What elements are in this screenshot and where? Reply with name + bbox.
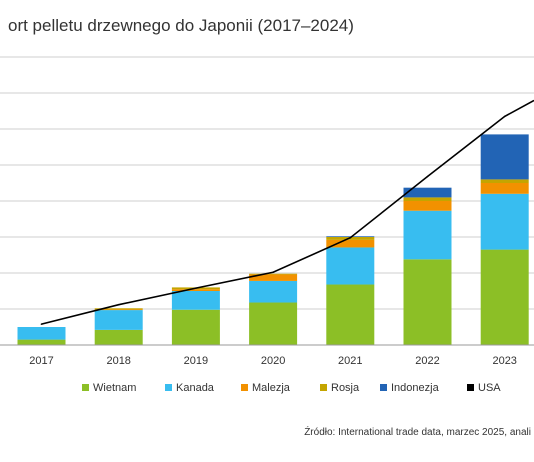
legend-item-malezja: Malezja [241, 382, 291, 394]
bar-rosja-2023 [480, 179, 529, 183]
bar-malezja-2022 [403, 201, 452, 211]
legend-swatch-indonezja [380, 384, 387, 391]
x-tick-label-2023: 2023 [492, 355, 516, 367]
gridlines [0, 56, 534, 346]
x-tick-label-2018: 2018 [106, 355, 130, 367]
bar-kanada-2021 [326, 247, 375, 285]
usa-line-layer [40, 99, 534, 325]
usa-point-2020 [272, 271, 274, 274]
bar-wietnam-2019 [171, 309, 220, 345]
usa-point-2017 [40, 323, 43, 325]
legend-label-malezja: Malezja [252, 382, 291, 394]
legend-label-kanada: Kanada [176, 382, 215, 394]
bar-wietnam-2020 [249, 302, 298, 345]
legend-label-indonezja: Indonezja [391, 382, 440, 394]
bar-kanada-2018 [94, 310, 143, 330]
x-tick-label-2022: 2022 [415, 355, 439, 367]
legend-item-wietnam: Wietnam [82, 382, 136, 394]
bar-wietnam-2017 [17, 339, 66, 345]
x-axis: 2017 2018 2019 2020 2021 2022 2023 [0, 344, 534, 367]
bar-malezja-2021 [326, 239, 375, 248]
bar-kanada-2019 [171, 291, 220, 310]
legend-swatch-wietnam [82, 384, 89, 391]
x-tick-label-2020: 2020 [261, 355, 285, 367]
usa-point-2018 [117, 303, 120, 306]
bar-rosja-2022 [403, 197, 452, 201]
usa-point-2022 [426, 175, 429, 178]
bar-stack-2020 [249, 273, 298, 345]
usa-point-2021 [349, 236, 352, 239]
legend-swatch-kanada [165, 384, 172, 391]
bar-wietnam-2023 [480, 249, 529, 345]
bar-malezja-2020 [249, 274, 298, 281]
chart-title: ort pelletu drzewnego do Japonii (2017–2… [8, 16, 354, 35]
bar-indonezja-2022 [403, 187, 452, 198]
bar-indonezja-2023 [480, 134, 529, 180]
bar-stack-2021 [326, 236, 375, 345]
bar-malezja-2019 [171, 289, 220, 291]
bar-rosja-2020 [249, 273, 298, 275]
bar-stack-2017 [17, 327, 66, 345]
bar-kanada-2020 [249, 280, 298, 303]
legend-label-rosja: Rosja [331, 382, 360, 394]
bar-stack-2023 [480, 134, 529, 345]
bar-stack-2019 [171, 287, 220, 345]
x-tick-label-2017: 2017 [29, 355, 53, 367]
legend: Wietnam Kanada Malezja Rosja Indonezja USA [82, 382, 501, 394]
bar-stack-2022 [403, 187, 452, 345]
x-tick-label-2021: 2021 [338, 355, 362, 367]
bar-kanada-2017 [17, 327, 66, 340]
legend-item-indonezja: Indonezja [380, 382, 440, 394]
legend-label-usa: USA [478, 382, 501, 394]
bar-kanada-2023 [480, 193, 529, 250]
bars [17, 134, 529, 345]
bar-rosja-2018 [94, 308, 143, 310]
bar-wietnam-2021 [326, 284, 375, 345]
legend-swatch-rosja [320, 384, 327, 391]
source-note: Źródło: International trade data, marzec… [304, 425, 531, 438]
bar-kanada-2022 [403, 210, 452, 260]
legend-item-kanada: Kanada [165, 382, 215, 394]
bar-indonezja-2021 [326, 236, 375, 237]
bar-wietnam-2022 [403, 259, 452, 345]
bar-stack-2018 [94, 308, 143, 345]
legend-item-rosja: Rosja [320, 382, 360, 394]
legend-swatch-malezja [241, 384, 248, 391]
legend-item-usa: USA [467, 382, 501, 394]
usa-point-2023 [503, 115, 506, 118]
bar-wietnam-2018 [94, 329, 143, 345]
usa-point-2019 [195, 287, 197, 289]
x-tick-label-2019: 2019 [184, 355, 208, 367]
legend-label-wietnam: Wietnam [93, 382, 136, 394]
bar-malezja-2023 [480, 183, 529, 194]
legend-swatch-usa [467, 384, 474, 391]
bar-malezja-2018 [94, 309, 143, 311]
usa-line [41, 99, 534, 325]
